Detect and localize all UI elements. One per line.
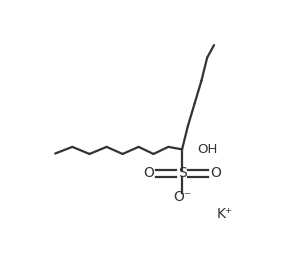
Text: O: O xyxy=(210,166,221,180)
Text: K⁺: K⁺ xyxy=(216,207,232,221)
Text: S: S xyxy=(178,166,186,180)
Text: O⁻: O⁻ xyxy=(173,190,191,204)
Text: OH: OH xyxy=(197,143,217,156)
Text: O: O xyxy=(143,166,154,180)
